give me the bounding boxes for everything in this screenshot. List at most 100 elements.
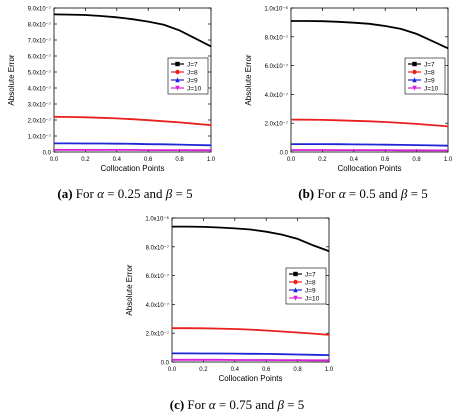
y-tick-label: 6.0x10⁻⁷ <box>265 63 288 70</box>
y-tick-label: 2.0x10⁻⁷ <box>265 121 288 128</box>
x-tick-label: 0.6 <box>144 157 153 163</box>
legend-label: J=8 <box>187 69 198 76</box>
y-tick-label: 0.0 <box>161 361 170 367</box>
legend-label: J=7 <box>305 271 316 278</box>
series-J=8 <box>53 115 212 126</box>
caption-b: (b) For α = 0.5 and β = 5 <box>258 186 468 202</box>
y-tick-label: 9.0x10⁻⁷ <box>28 6 51 13</box>
caption-conj: and <box>378 186 398 201</box>
caption-label: (a) <box>57 186 73 201</box>
x-axis-label: Collocation Points <box>218 374 282 383</box>
x-tick-label: 0.4 <box>350 157 359 163</box>
series-J=7 <box>291 20 449 50</box>
x-tick-label: 0.6 <box>262 367 271 373</box>
y-tick-label: 0.0 <box>280 151 289 157</box>
y-axis-label: Absolute Error <box>7 54 16 105</box>
x-tick-label: 0.4 <box>231 367 240 373</box>
series-line <box>172 358 329 362</box>
series-J=9 <box>172 352 330 356</box>
legend-marker <box>412 85 417 91</box>
legend-label: J=10 <box>424 85 439 92</box>
caption-alpha-value: = 0.5 <box>348 186 376 201</box>
series-line <box>290 118 449 128</box>
caption-a: (a) For α = 0.25 and β = 5 <box>20 186 230 202</box>
y-tick-label: 1.0x10⁻⁶ <box>264 6 288 13</box>
x-tick-label: 0.2 <box>318 157 327 163</box>
y-tick-label: 4.0x10⁻⁷ <box>146 302 169 309</box>
y-tick-label: 2.0x10⁻⁷ <box>28 118 51 125</box>
x-tick-label: 0.8 <box>293 367 302 373</box>
x-tick-label: 0.8 <box>412 157 421 163</box>
chart-a: 0.0 1.0x10⁻⁷ 2.0x10⁻⁷ 3.0x10⁻⁷ 4.0x10⁻⁷ 5.0x1… <box>7 6 216 174</box>
x-tick-label: 0.2 <box>81 157 90 163</box>
x-tick-label: 0.8 <box>175 157 184 163</box>
series-line <box>53 13 212 48</box>
caption-alpha: α <box>338 186 346 201</box>
series-J=9 <box>54 142 212 147</box>
caption-prefix: For <box>317 186 336 201</box>
x-tick-label: 0.6 <box>381 157 390 163</box>
x-tick-label: 0.2 <box>199 367 208 373</box>
x-tick-label: 1.0 <box>207 157 216 163</box>
series-line <box>54 142 212 147</box>
x-tick-label: 0.4 <box>113 157 122 163</box>
caption-prefix: For <box>187 397 206 412</box>
plot-frame <box>290 7 449 153</box>
legend-marker <box>293 271 298 277</box>
legend-marker <box>175 85 180 91</box>
caption-c: (c) For α = 0.75 and β = 5 <box>132 397 342 413</box>
series-line <box>291 143 449 147</box>
x-tick-label: 1.0 <box>444 157 453 163</box>
series-line <box>291 20 449 50</box>
series-J=7 <box>53 13 212 48</box>
y-tick-label: 2.0x10⁻⁷ <box>146 331 169 338</box>
legend-marker <box>175 61 180 67</box>
legend-marker <box>293 295 298 301</box>
caption-beta-value: = 5 <box>410 186 428 201</box>
caption-alpha-value: = 0.25 <box>107 186 141 201</box>
chart-b: 0.0 2.0x10⁻⁷ 4.0x10⁻⁷ 6.0x10⁻⁷ 8.0x10⁻⁷ 1.0x1… <box>244 6 453 174</box>
legend-label: J=10 <box>305 295 320 302</box>
legend-marker <box>175 77 180 83</box>
y-axis-label: Absolute Error <box>125 264 134 315</box>
caption-alpha: α <box>208 397 216 412</box>
y-tick-label: 4.0x10⁻⁷ <box>28 86 51 93</box>
caption-conj: and <box>143 186 163 201</box>
y-tick-label: 1.0x10⁻⁶ <box>145 216 169 223</box>
legend-marker <box>293 279 298 285</box>
caption-beta: β <box>400 186 408 201</box>
series-J=7 <box>172 225 330 252</box>
series-J=8 <box>290 118 449 128</box>
y-tick-label: 0.0 <box>43 151 52 157</box>
x-axis-label: Collocation Points <box>100 164 164 173</box>
series-line <box>53 115 212 126</box>
legend-marker <box>412 61 417 67</box>
legend-label: J=10 <box>187 85 202 92</box>
y-tick-label: 8.0x10⁻⁷ <box>146 244 169 251</box>
caption-beta: β <box>277 397 284 412</box>
plot-frame <box>53 7 212 153</box>
series-line <box>172 225 330 252</box>
caption-label: (c) <box>169 397 185 412</box>
legend-marker <box>175 69 180 75</box>
chart-c: 0.0 2.0x10⁻⁷ 4.0x10⁻⁷ 6.0x10⁻⁷ 8.0x10⁻⁷ 1.0x1… <box>125 216 334 384</box>
y-tick-label: 6.0x10⁻⁷ <box>28 54 51 61</box>
y-tick-label: 8.0x10⁻⁷ <box>265 34 288 41</box>
x-axis-label: Collocation Points <box>337 164 401 173</box>
caption-label: (b) <box>298 186 315 201</box>
y-tick-label: 5.0x10⁻⁷ <box>28 70 51 77</box>
caption-prefix: For <box>75 186 94 201</box>
x-tick-label: 1.0 <box>325 367 334 373</box>
legend-label: J=7 <box>187 61 198 68</box>
series-line <box>172 327 330 336</box>
legend-marker <box>412 69 417 75</box>
x-tick-label: 0.0 <box>50 157 59 163</box>
legend-label: J=7 <box>424 61 435 68</box>
y-tick-label: 6.0x10⁻⁷ <box>146 273 169 280</box>
legend: J=7J=8J=9J=10 <box>167 57 209 95</box>
series-J=8 <box>172 327 330 336</box>
series-line <box>172 352 330 356</box>
x-tick-label: 0.0 <box>168 367 177 373</box>
y-tick-label: 8.0x10⁻⁷ <box>28 22 51 29</box>
legend-marker <box>412 77 417 83</box>
